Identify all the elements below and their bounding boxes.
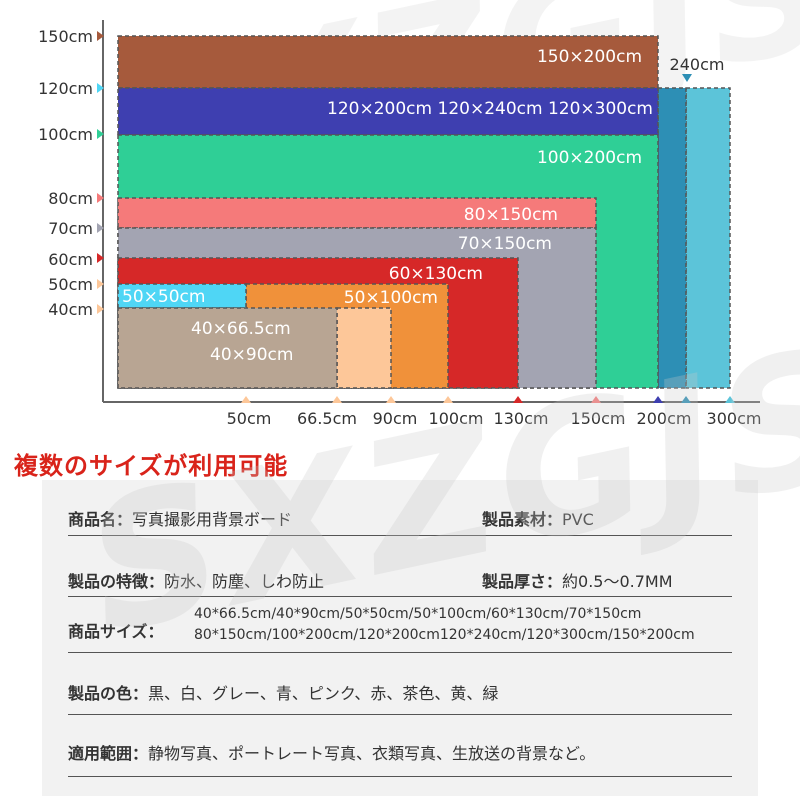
x-marker <box>386 396 396 403</box>
y-tick-label: 40cm <box>48 300 93 319</box>
divider <box>68 776 732 777</box>
spec-row-feature: 製品の特徴：防水、防塵、しわ防止 製品厚さ：約0.5～0.7MM <box>68 568 732 592</box>
x-tick-label: 66.5cm <box>297 409 357 428</box>
color-label: 製品の色： <box>68 684 149 703</box>
color-value: 黒、白、グレー、青、ピンク、赤、茶色、黄、緑 <box>148 684 499 703</box>
rect-40x90 <box>336 307 392 389</box>
label-50x50: 50×50cm <box>122 287 205 307</box>
y-tick-label: 60cm <box>48 250 93 269</box>
x-marker <box>681 396 691 403</box>
thickness-value: 約0.5～0.7MM <box>562 572 673 591</box>
spec-row-color: 製品の色：黒、白、グレー、青、ピンク、赤、茶色、黄、緑 <box>68 680 732 704</box>
marker-240cm <box>682 74 692 82</box>
label-240cm: 240cm <box>670 55 725 74</box>
spec-row-sizes: 商品サイズ： 40*66.5cm/40*90cm/50*50cm/50*100c… <box>68 604 732 648</box>
label-80x150: 80×150cm <box>464 205 558 225</box>
x-tick-label: 200cm <box>637 409 692 428</box>
y-tick-label: 70cm <box>48 219 93 238</box>
y-marker <box>97 279 104 289</box>
name-label: 商品名： <box>68 510 133 529</box>
material-label: 製品素材： <box>482 510 563 529</box>
label-120: 120×200cm 120×240cm 120×300cm <box>327 99 653 119</box>
rect-40x66 <box>117 307 338 389</box>
spec-row-use: 適用範囲：静物写真、ポートレート写真、衣類写真、生放送の背景など。 <box>68 740 732 764</box>
label-100x200: 100×200cm <box>537 148 642 168</box>
size-label: 商品サイズ： <box>68 622 164 641</box>
label-60x130: 60×130cm <box>389 264 483 284</box>
divider <box>68 535 732 536</box>
page-heading: 複数のサイズが利用可能 <box>14 452 289 480</box>
rect-150x200 <box>117 35 659 89</box>
spec-row-name: 商品名：写真撮影用背景ボード 製品素材：PVC <box>68 506 732 530</box>
size-diagram: 150×200cm 120×200cm 120×240cm 120×300cm … <box>38 20 762 428</box>
feature-value: 防水、防塵、しわ防止 <box>164 572 325 591</box>
divider <box>68 652 732 653</box>
material-field: 製品素材：PVC <box>482 506 594 530</box>
y-marker <box>97 83 104 93</box>
x-marker <box>591 396 601 403</box>
label-50x100: 50×100cm <box>344 288 438 308</box>
rect-120x240 <box>657 87 687 389</box>
x-tick-label: 150cm <box>571 409 626 428</box>
y-marker <box>97 129 104 139</box>
y-marker <box>97 253 104 263</box>
use-value: 静物写真、ポートレート写真、衣類写真、生放送の背景など。 <box>148 744 596 763</box>
x-tick-label: 100cm <box>429 409 484 428</box>
y-tick-label: 150cm <box>38 27 93 46</box>
y-tick-label: 100cm <box>38 125 93 144</box>
size-line-2: 80*150cm/100*200cm/120*200cm120*240cm/12… <box>194 627 695 643</box>
x-marker <box>241 396 251 403</box>
feature-label: 製品の特徴： <box>68 572 165 591</box>
thickness-label: 製品厚さ： <box>482 572 563 591</box>
thickness-field: 製品厚さ：約0.5～0.7MM <box>482 568 673 592</box>
label-150x200: 150×200cm <box>537 47 642 67</box>
y-marker <box>97 223 104 233</box>
x-marker <box>332 396 342 403</box>
divider <box>68 714 732 715</box>
use-label: 適用範囲： <box>68 744 149 763</box>
y-tick-label: 120cm <box>38 79 93 98</box>
rect-120x300 <box>685 87 731 389</box>
x-tick-label: 300cm <box>707 409 762 428</box>
label-70x150: 70×150cm <box>458 234 552 254</box>
material-value: PVC <box>562 510 594 529</box>
divider <box>68 596 732 597</box>
rect-50x50 <box>117 283 247 309</box>
rect-80x150 <box>117 197 597 229</box>
y-marker <box>97 31 104 41</box>
x-tick-label: 90cm <box>373 409 418 428</box>
x-marker <box>653 396 663 403</box>
size-line-1: 40*66.5cm/40*90cm/50*50cm/50*100cm/60*13… <box>194 606 642 622</box>
y-marker <box>97 193 104 203</box>
name-value: 写真撮影用背景ボード <box>132 510 293 529</box>
x-marker <box>725 396 735 403</box>
y-marker <box>97 304 104 314</box>
x-marker <box>443 396 453 403</box>
size-values: 40*66.5cm/40*90cm/50*50cm/50*100cm/60*13… <box>194 604 695 646</box>
y-tick-label: 50cm <box>48 275 93 294</box>
x-tick-label: 50cm <box>227 409 272 428</box>
label-40x66: 40×66.5cm <box>191 319 291 339</box>
x-tick-label: 130cm <box>494 409 549 428</box>
spec-table: 商品名：写真撮影用背景ボード 製品素材：PVC 製品の特徴：防水、防塵、しわ防止… <box>42 480 758 796</box>
label-40x90: 40×90cm <box>210 345 293 365</box>
y-tick-label: 80cm <box>48 189 93 208</box>
x-marker <box>513 396 523 403</box>
